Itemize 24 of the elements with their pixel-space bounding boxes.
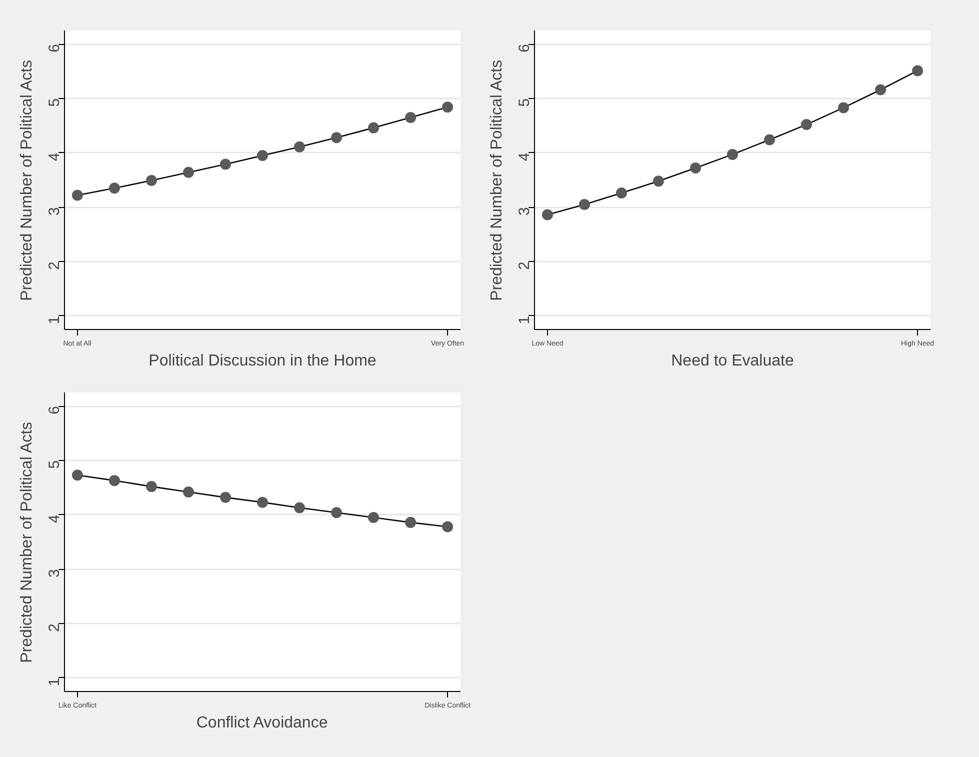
y-tick-label: 1 xyxy=(46,316,63,324)
y-tick-label: 1 xyxy=(46,678,63,686)
y-axis-title: Predicted Number of Political Acts xyxy=(488,60,506,301)
y-tick-label: 3 xyxy=(516,207,533,216)
y-tick-label: 4 xyxy=(46,152,63,162)
y-tick-label: 4 xyxy=(46,514,63,524)
y-axis-title: Predicted Number of Political Acts xyxy=(18,60,36,301)
y-tick-label: 2 xyxy=(516,262,533,270)
y-tick-label: 5 xyxy=(46,460,63,469)
y-axis-title: Predicted Number of Political Acts xyxy=(18,422,36,663)
y-tick-label: 2 xyxy=(46,262,63,270)
y-tick-label: 6 xyxy=(516,44,533,52)
y-tick-label: 4 xyxy=(516,152,533,162)
y-tick-label: 2 xyxy=(46,624,63,632)
y-tick-label: 6 xyxy=(46,44,63,52)
x-axis-title: Need to Evaluate xyxy=(671,352,794,370)
y-tick-label: 5 xyxy=(516,98,533,107)
y-tick-label: 6 xyxy=(46,406,63,414)
y-tick-label: 5 xyxy=(46,98,63,107)
y-tick-label: 3 xyxy=(46,569,63,578)
y-tick-label: 1 xyxy=(516,316,533,324)
x-axis-title: Political Discussion in the Home xyxy=(148,352,376,370)
y-tick-label: 3 xyxy=(46,207,63,216)
x-axis-title: Conflict Avoidance xyxy=(196,714,328,732)
